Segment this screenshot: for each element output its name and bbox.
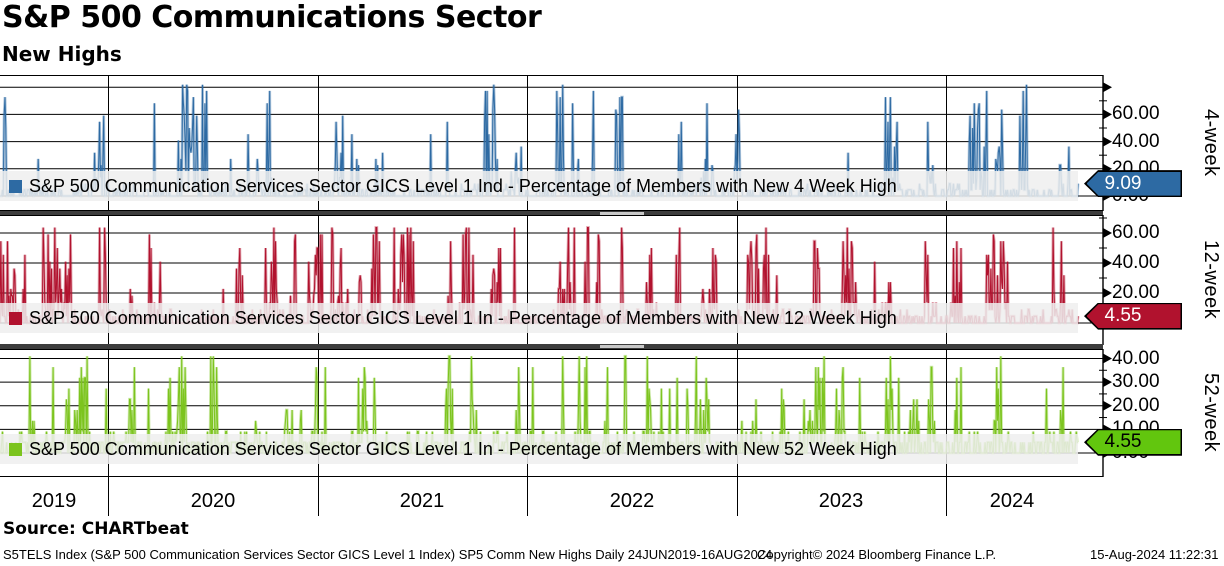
last-value-52week: 4.55 — [1104, 431, 1142, 453]
panel-resize-handle[interactable] — [600, 345, 644, 348]
x-axis-year-label: 2024 — [989, 490, 1035, 512]
x-axis-year-label: 2023 — [818, 490, 864, 512]
source-label: Source: CHARTbeat — [3, 519, 189, 539]
last-value-4week: 9.09 — [1104, 172, 1142, 194]
y-tick-label: 30.00 — [1112, 371, 1160, 392]
y-tick-label: 20.00 — [1112, 282, 1160, 303]
legend-label-52week: S&P 500 Communication Services Sector GI… — [29, 438, 897, 459]
y-tick-label: 40.00 — [1112, 252, 1160, 273]
y-tick-label: 60.00 — [1112, 222, 1160, 243]
x-axis-tick — [318, 477, 319, 516]
legend-marker-52week — [9, 442, 22, 456]
x-axis-tick — [527, 477, 528, 516]
last-value-badge-4week: 9.09 — [1084, 170, 1182, 198]
legend-row-12week[interactable]: S&P 500 Communication Services Sector GI… — [0, 303, 1078, 333]
page-subtitle: New Highs — [2, 42, 122, 66]
panel-axis-title-52week: 52-week — [1200, 373, 1222, 453]
y-tick-label: 20.00 — [1112, 395, 1160, 416]
legend-row-4week[interactable]: S&P 500 Communication Services Sector GI… — [0, 171, 1078, 201]
panel-resize-handle[interactable] — [600, 211, 644, 215]
legend-row-52week[interactable]: S&P 500 Communication Services Sector GI… — [0, 434, 1078, 464]
x-axis-tick — [946, 477, 947, 516]
x-axis-year-label: 2019 — [31, 490, 77, 512]
legend-marker-12week — [9, 311, 22, 325]
y-tick-label: 40.00 — [1112, 131, 1160, 152]
x-axis-tick — [108, 477, 109, 516]
footer-timestamp: 15-Aug-2024 11:22:31 — [1090, 547, 1219, 562]
y-tick-label: 60.00 — [1112, 103, 1160, 124]
page-title: S&P 500 Communications Sector — [2, 0, 542, 35]
x-axis-year-label: 2022 — [609, 490, 655, 512]
panel-axis-title-12week: 12-week — [1200, 240, 1222, 320]
last-value-badge-12week: 4.55 — [1084, 302, 1182, 330]
legend-marker-4week — [9, 179, 22, 193]
panel-divider — [0, 210, 1103, 216]
x-axis-year-label: 2020 — [190, 490, 236, 512]
y-tick-label: 40.00 — [1112, 348, 1160, 369]
x-axis-year-label: 2021 — [399, 490, 445, 512]
panel-divider — [0, 344, 1103, 349]
x-axis-tick — [737, 477, 738, 516]
legend-label-12week: S&P 500 Communication Services Sector GI… — [29, 307, 897, 328]
last-value-12week: 4.55 — [1104, 305, 1142, 327]
footer-ticker-line: S5TELS Index (S&P 500 Communication Serv… — [3, 547, 773, 562]
legend-label-4week: S&P 500 Communication Services Sector GI… — [29, 175, 897, 196]
panel-axis-title-4week: 4-week — [1200, 109, 1222, 177]
footer-copyright: Copyright© 2024 Bloomberg Finance L.P. — [757, 547, 997, 562]
last-value-badge-52week: 4.55 — [1084, 428, 1182, 456]
